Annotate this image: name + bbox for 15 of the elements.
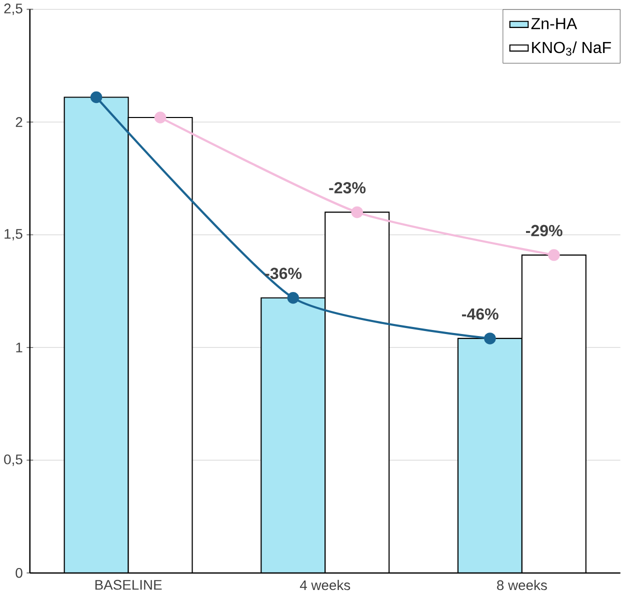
legend-label: Zn-HA [531,18,578,30]
x-tick-label: BASELINE [95,580,162,590]
y-tick-label: 0 [16,568,22,578]
annotation: -23% [329,182,366,194]
legend-label: KNO$_{3}$/ NaF [532,42,611,56]
y-tick-label: 2 [16,117,22,128]
x-tick-label: 4 weeks [300,580,350,590]
y-tick-label: 0,5 [4,454,22,466]
x-tick-label: 8 weeks [497,580,547,590]
annotation: -29% [526,225,562,236]
annotation: -46% [462,308,498,320]
y-tick-label: 2,5 [4,4,22,16]
y-tick-label: 1,5 [4,229,22,241]
y-tick-label: 1 [16,342,22,352]
annotation: -36% [265,268,302,280]
